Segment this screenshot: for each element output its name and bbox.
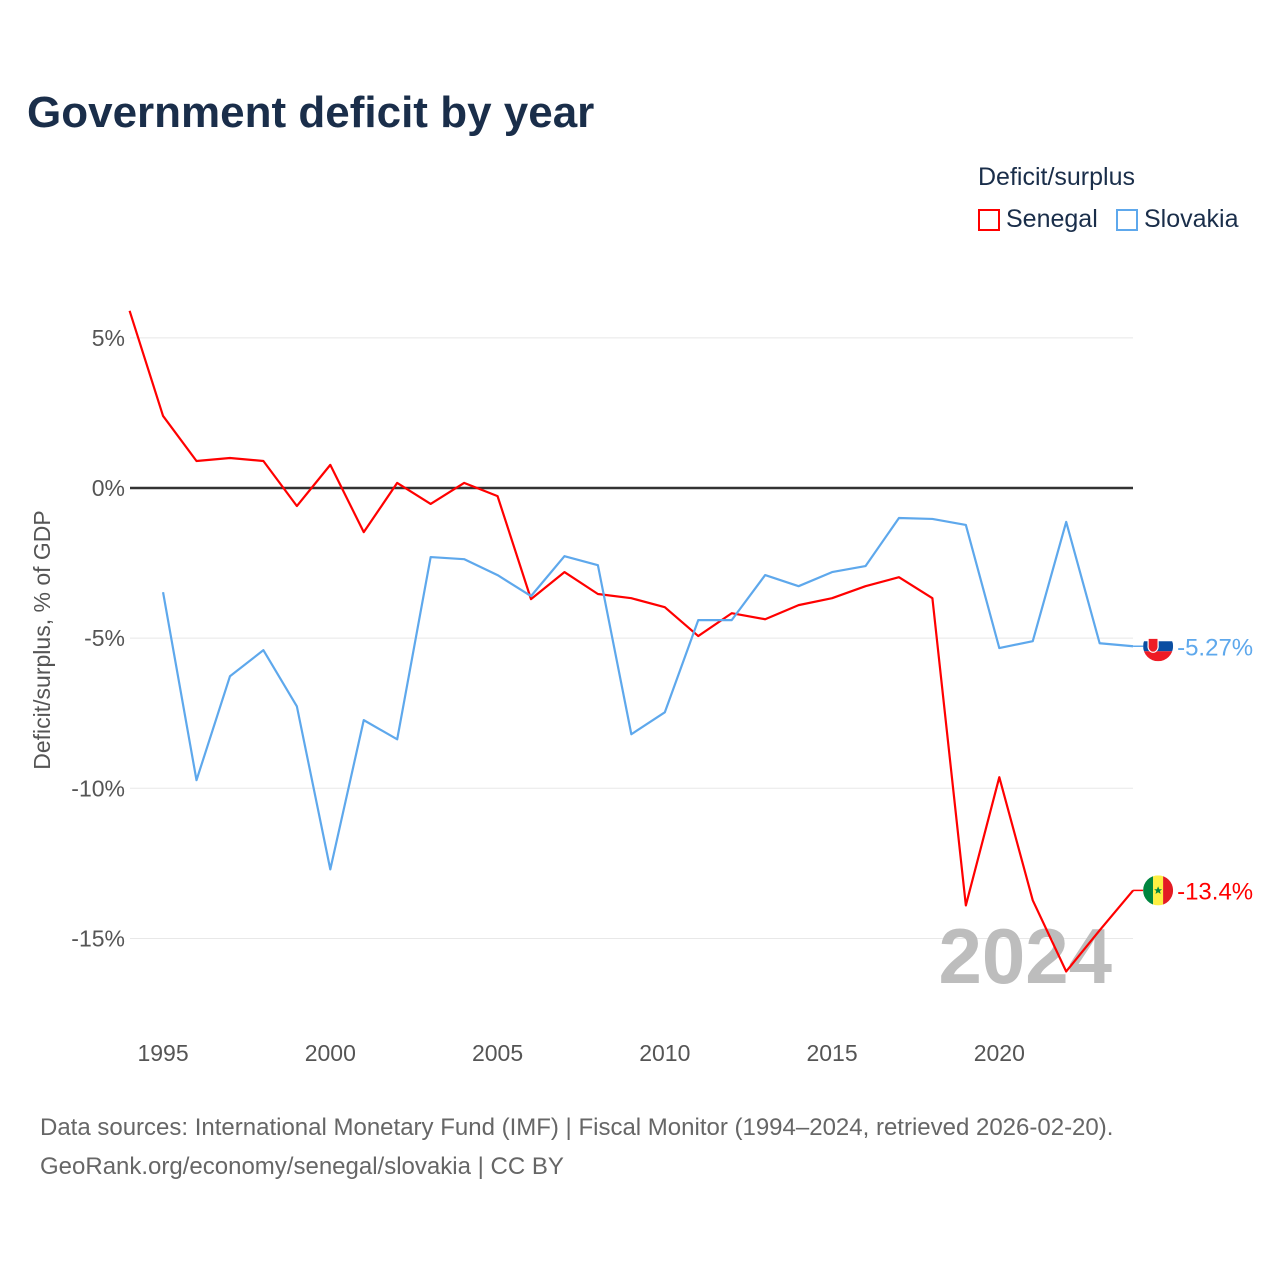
flag-stripe (1143, 651, 1174, 662)
flag-body (1143, 631, 1174, 662)
year-watermark: 2024 (938, 912, 1112, 1000)
legend-swatch-slovakia (1116, 208, 1138, 231)
flag-star (1154, 886, 1163, 894)
y-tick-label: 5% (92, 325, 125, 351)
end-value-label-slovakia: -5.27% (1177, 634, 1253, 661)
y-tick-label: -15% (71, 925, 125, 951)
legend-label-slovakia: Slovakia (1144, 205, 1239, 233)
series-line-slovakia (161, 516, 1134, 871)
x-tick-label: 1995 (137, 1040, 188, 1066)
x-tick-label: 2020 (974, 1040, 1025, 1066)
legend-swatch-senegal (978, 208, 1000, 231)
y-tick-label: -5% (84, 625, 125, 651)
legend-item-slovakia[interactable]: Slovakia (1116, 205, 1239, 234)
y-tick-label: 0% (92, 475, 125, 501)
y-axis-label: Deficit/surplus, % of GDP (29, 510, 55, 769)
source-line-2[interactable]: GeoRank.org/economy/senegal/slovakia | C… (40, 1153, 564, 1180)
y-tick-label: -10% (71, 775, 125, 801)
legend-title: Deficit/surplus (978, 163, 1135, 191)
x-tick-label: 2000 (305, 1040, 356, 1066)
flag-shield (1147, 637, 1159, 653)
series-line-senegal (128, 310, 1134, 973)
source-note: Data sources: International Monetary Fun… (40, 1108, 1113, 1186)
legend-label-senegal: Senegal (1006, 205, 1098, 233)
source-line-1: Data sources: International Monetary Fun… (40, 1114, 1114, 1141)
flag-stripe (1163, 875, 1174, 906)
chart-title: Government deficit by year (27, 88, 595, 137)
slovakia-flag-icon (1143, 631, 1174, 662)
end-value-label-senegal: -13.4% (1177, 878, 1253, 905)
flag-body (1143, 875, 1174, 906)
x-tick-label: 2015 (806, 1040, 857, 1066)
legend-item-senegal[interactable]: Senegal (978, 205, 1098, 234)
flag-stripe (1143, 875, 1154, 906)
senegal-flag-icon (1143, 875, 1174, 906)
flag-stripe (1143, 631, 1174, 642)
x-tick-label: 2005 (472, 1040, 523, 1066)
x-tick-label: 2010 (639, 1040, 690, 1066)
